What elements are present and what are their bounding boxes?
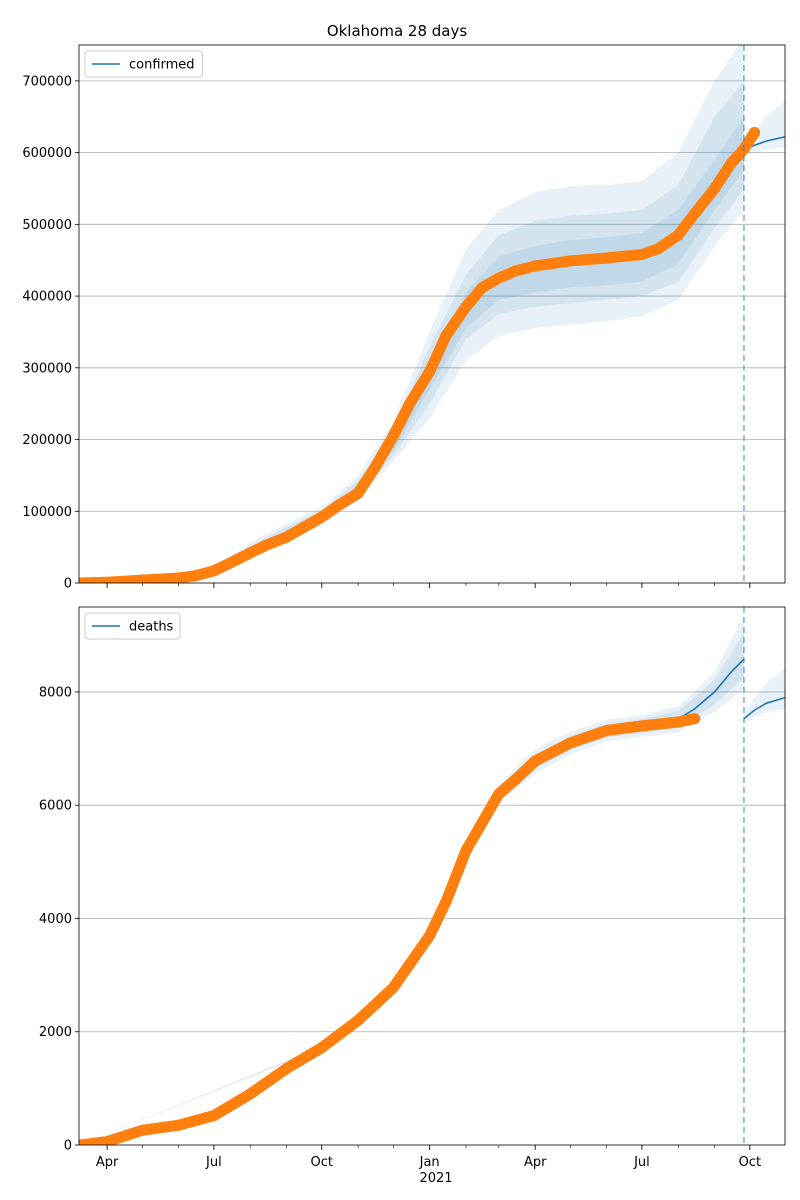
- legend-box: [84, 612, 181, 640]
- x-tick-label: Apr: [96, 1155, 119, 1170]
- chart-title: Oklahoma 28 days: [327, 22, 468, 40]
- legend: deaths: [84, 612, 181, 640]
- x-tick-label: Jul: [205, 1155, 222, 1170]
- y-tick-label: 8000: [39, 685, 72, 700]
- x-tick-label: Apr: [524, 1155, 547, 1170]
- observed-point: [672, 716, 684, 728]
- observed-point: [460, 301, 472, 313]
- observed-point: [101, 576, 113, 583]
- observed-point: [672, 229, 684, 241]
- x-axis: Apr Jul Oct Jan Apr Jul Oct: [96, 1155, 761, 1170]
- uncertainty-band: [79, 632, 744, 1145]
- observed-point: [244, 1088, 256, 1100]
- x-tick-label: Oct: [739, 1155, 761, 1170]
- y-tick-label: 2000: [39, 1025, 72, 1040]
- observed-point: [261, 539, 273, 551]
- observed-point: [601, 724, 613, 736]
- observed-point: [440, 895, 452, 907]
- observed-point: [244, 547, 256, 559]
- y-tick-label: 6000: [39, 799, 72, 814]
- observed-point: [493, 272, 505, 284]
- legend-label: deaths: [129, 620, 174, 635]
- observed-point: [79, 577, 85, 583]
- observed-point: [136, 574, 148, 583]
- observed-point: [387, 430, 399, 442]
- uncertainty-band: [79, 80, 744, 583]
- observed-point: [749, 127, 761, 139]
- forecast-line: [743, 696, 785, 720]
- observed-point: [424, 365, 436, 377]
- y-tick-label: 100000: [22, 505, 72, 520]
- observed-point: [424, 929, 436, 941]
- observed-point: [636, 248, 648, 260]
- observed-point: [387, 982, 399, 994]
- observed-point: [529, 260, 541, 272]
- observed-point: [440, 330, 452, 342]
- observed-point: [689, 208, 701, 220]
- observed-point: [173, 572, 185, 583]
- observed-point: [352, 487, 364, 499]
- y-tick-label: 200000: [22, 433, 72, 448]
- observed-point: [369, 462, 381, 474]
- observed-point: [529, 755, 541, 767]
- y-tick-label: 500000: [22, 218, 72, 233]
- uncertainty-band: [79, 45, 744, 583]
- y-tick-label: 400000: [22, 290, 72, 305]
- uncertainty-band: [744, 668, 785, 724]
- y-tick-label: 4000: [39, 912, 72, 927]
- observed-point: [136, 1124, 148, 1136]
- confirmed-panel: 0 100000 200000 300000 400000 500000 600000 700…: [22, 44, 786, 592]
- observed-point: [297, 522, 309, 534]
- observed-point: [224, 557, 236, 569]
- observed-point: [476, 816, 488, 828]
- observed-point: [636, 720, 648, 732]
- observed-point: [281, 1063, 293, 1075]
- uncertainty-band: [79, 615, 744, 1145]
- observed-point: [509, 265, 521, 277]
- axes-frame: [78, 44, 786, 584]
- observed-series: [79, 127, 760, 583]
- observed-point: [189, 570, 201, 582]
- observed-point: [79, 1139, 85, 1145]
- observed-point: [725, 157, 737, 169]
- observed-point: [316, 1042, 328, 1054]
- legend: confirmed: [84, 50, 203, 78]
- y-tick-label: 300000: [22, 361, 72, 376]
- x-tick-label: Jul: [633, 1155, 650, 1170]
- observed-point: [316, 511, 328, 523]
- observed-series: [79, 713, 701, 1145]
- observed-point: [173, 1119, 185, 1131]
- y-tick-label: 0: [64, 577, 72, 592]
- observed-point: [101, 1136, 113, 1145]
- observed-point: [208, 1110, 220, 1122]
- y-tick-label: 600000: [22, 146, 72, 161]
- observed-point: [509, 774, 521, 786]
- x-tick-label: Oct: [311, 1155, 333, 1170]
- observed-point: [476, 281, 488, 293]
- observed-point: [404, 398, 416, 410]
- y-tick-label: 0: [64, 1139, 72, 1154]
- observed-point: [689, 713, 701, 725]
- y-tick-label: 700000: [22, 74, 72, 89]
- observed-point: [564, 737, 576, 749]
- legend-box: [84, 50, 203, 78]
- observed-point: [332, 500, 344, 512]
- x-tick-label: Jan: [419, 1155, 440, 1170]
- deaths-panel: 0 2000 4000 6000 8000 deaths: [39, 606, 786, 1154]
- observed-point: [460, 845, 472, 857]
- legend-label: confirmed: [129, 58, 195, 73]
- axes-frame: [78, 606, 786, 1146]
- year-label: 2021: [419, 1171, 452, 1186]
- observed-point: [652, 243, 664, 255]
- observed-point: [352, 1014, 364, 1026]
- observed-point: [564, 255, 576, 267]
- observed-point: [281, 531, 293, 543]
- observed-point: [493, 788, 505, 800]
- observed-point: [709, 182, 721, 194]
- observed-point: [601, 252, 613, 264]
- observed-point: [208, 565, 220, 577]
